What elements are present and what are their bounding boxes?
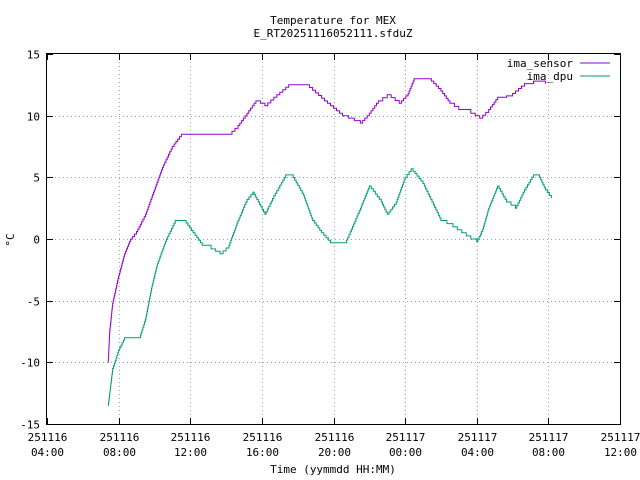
y-tick-label: -5 [27,296,40,309]
x-tick-label-date: 251116 [171,431,211,444]
y-tick-label: -10 [20,357,40,370]
x-tick-label-date: 251116 [315,431,355,444]
y-axis-label: °C [4,233,17,246]
x-tick-label-time: 12:00 [604,446,637,459]
y-tick-label: 15 [27,49,40,62]
grid-lines [47,54,620,424]
axis-ticks: 251116 04:00 251116 08:00 251116 12:00 251116 1… [20,49,640,460]
y-tick-label: -15 [20,419,40,432]
chart-subtitle: E_RT20251116052111.sfduZ [254,27,413,40]
legend-label-ima-dpu: ima_dpu [527,70,573,83]
series-line-ima-sensor [107,78,546,363]
x-tick-label-date: 251117 [529,431,569,444]
x-tick-label-time: 08:00 [532,446,565,459]
y-tick-label: 10 [27,111,40,124]
x-axis-label: Time (yymmdd HH:MM) [270,463,396,476]
x-tick-label-date: 251116 [100,431,140,444]
x-tick-label-date: 251116 [243,431,283,444]
x-tick-label-date: 251117 [601,431,640,444]
x-tick-label-time: 04:00 [461,446,494,459]
series-line-ima-dpu [108,168,552,406]
x-tick-label-time: 04:00 [31,446,64,459]
legend-label-ima-sensor: ima_sensor [507,57,574,70]
x-tick-label-time: 12:00 [174,446,207,459]
plot-frame [46,53,621,425]
legend: ima_sensor ima_dpu [507,57,610,83]
x-tick-label-time: 16:00 [246,446,279,459]
x-tick-label-date: 251117 [458,431,498,444]
x-tick-label-time: 00:00 [389,446,422,459]
x-tick-label-time: 08:00 [103,446,136,459]
x-tick-label-time: 20:00 [318,446,351,459]
series-lines [107,78,552,406]
chart-title: Temperature for MEX [270,14,396,27]
x-tick-label-date: 251116 [28,431,68,444]
x-tick-label-date: 251117 [386,431,426,444]
y-tick-label: 5 [33,172,40,185]
y-tick-label: 0 [33,234,40,247]
